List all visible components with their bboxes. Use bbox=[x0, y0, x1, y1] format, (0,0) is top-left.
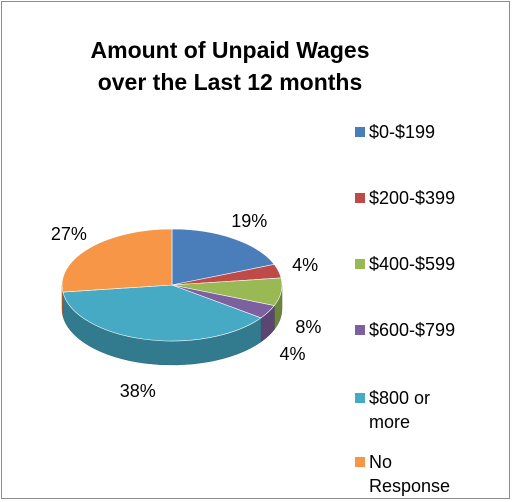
legend-swatch bbox=[355, 393, 365, 403]
legend-entry: $600-$799 bbox=[355, 318, 505, 342]
data-label: 27% bbox=[51, 224, 87, 244]
legend-label: $400-$599 bbox=[369, 254, 456, 274]
data-label: 4% bbox=[292, 255, 318, 275]
legend-swatch bbox=[355, 325, 365, 335]
data-label: 38% bbox=[120, 381, 156, 401]
legend-entry: $200-$399 bbox=[355, 186, 505, 210]
legend-entry: $800 or more bbox=[355, 386, 505, 434]
legend-entry: $0-$199 bbox=[355, 120, 505, 144]
pie-slice bbox=[61, 228, 173, 293]
legend-swatch bbox=[355, 193, 365, 203]
legend-entry: No Response bbox=[355, 450, 505, 498]
legend-label: $200-$399 bbox=[369, 188, 456, 208]
data-label: 19% bbox=[231, 211, 267, 231]
pie-slice bbox=[62, 284, 262, 342]
chart-title: Amount of Unpaid Wages over the Last 12 … bbox=[90, 37, 370, 95]
data-label: 8% bbox=[295, 317, 321, 337]
legend-label: $800 or more bbox=[369, 388, 431, 432]
legend-label: $600-$799 bbox=[369, 320, 456, 340]
legend-swatch bbox=[355, 457, 365, 467]
legend-label: $0-$199 bbox=[369, 122, 436, 142]
legend-swatch bbox=[355, 127, 365, 137]
pie-slice bbox=[171, 228, 275, 286]
pie-tops bbox=[61, 228, 283, 342]
legend-label: No Response bbox=[369, 452, 451, 496]
data-label: 4% bbox=[279, 344, 305, 364]
legend-entry: $400-$599 bbox=[355, 252, 505, 276]
legend-swatch bbox=[355, 259, 365, 269]
